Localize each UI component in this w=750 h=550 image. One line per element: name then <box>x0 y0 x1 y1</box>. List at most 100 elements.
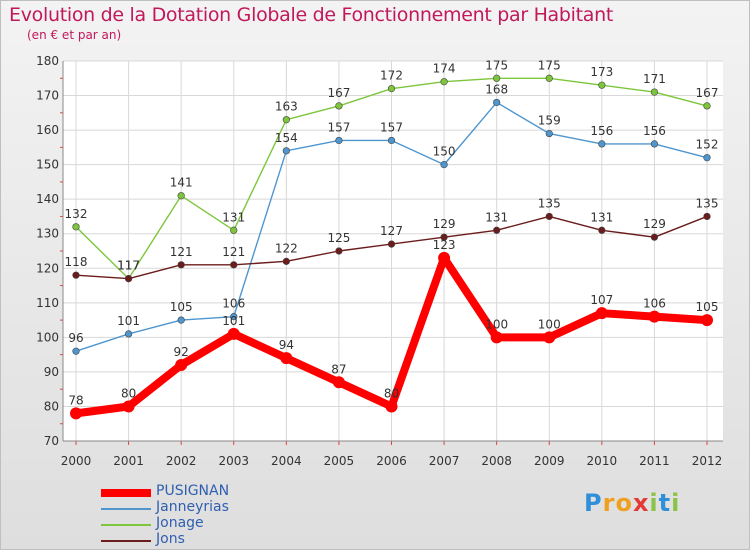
data-label: 167 <box>696 86 719 100</box>
data-point <box>598 81 606 89</box>
data-point <box>650 88 659 96</box>
data-label: 157 <box>380 120 403 134</box>
data-point <box>545 212 553 221</box>
data-label: 159 <box>538 114 561 128</box>
data-label: 105 <box>170 300 193 314</box>
y-tick-label: 180 <box>36 54 59 68</box>
y-tick-label: 160 <box>36 123 59 137</box>
data-label: 101 <box>117 314 140 328</box>
data-point <box>335 136 343 145</box>
data-label: 96 <box>68 331 83 345</box>
data-point <box>124 330 133 338</box>
data-label: 156 <box>590 124 613 138</box>
y-tick-label: 100 <box>36 330 59 344</box>
data-point <box>72 347 80 355</box>
chart-title: Evolution de la Dotation Globale de Fonc… <box>9 4 614 26</box>
data-label: 154 <box>275 131 298 145</box>
data-label: 106 <box>643 297 666 311</box>
legend-swatch <box>101 508 151 510</box>
data-label: 80 <box>384 386 399 400</box>
data-point <box>70 407 82 420</box>
data-label: 131 <box>222 210 245 224</box>
data-label: 92 <box>174 345 189 359</box>
data-label: 100 <box>538 317 561 331</box>
data-label: 125 <box>327 231 350 245</box>
data-point <box>332 376 345 389</box>
data-point <box>72 271 80 279</box>
x-tick-label: 2005 <box>324 454 355 468</box>
data-point <box>72 223 80 231</box>
data-label: 123 <box>433 238 456 252</box>
data-point <box>595 307 608 320</box>
y-tick-label: 90 <box>44 365 59 379</box>
data-label: 135 <box>696 196 719 210</box>
data-point <box>703 154 711 162</box>
data-label: 141 <box>170 176 193 190</box>
data-point <box>490 331 503 344</box>
data-point <box>387 85 396 93</box>
data-point <box>282 257 290 265</box>
data-point <box>175 359 188 371</box>
data-label: 87 <box>331 362 346 376</box>
data-label: 117 <box>117 259 140 273</box>
data-label: 105 <box>696 300 719 314</box>
legend-label: Jons <box>156 531 185 547</box>
data-label: 167 <box>327 86 350 100</box>
data-label: 107 <box>590 293 613 307</box>
data-label: 80 <box>121 386 136 400</box>
data-point <box>387 240 396 248</box>
y-tick-label: 80 <box>44 399 59 413</box>
data-point <box>493 74 501 82</box>
data-point <box>493 226 501 234</box>
data-label: 175 <box>485 58 508 72</box>
x-tick-label: 2002 <box>166 454 197 468</box>
data-point <box>177 316 185 324</box>
legend-label: Janneyrias <box>156 499 229 515</box>
data-label: 101 <box>222 314 245 328</box>
data-point <box>703 102 711 110</box>
data-point <box>493 98 501 107</box>
data-label: 100 <box>485 317 508 331</box>
y-tick-label: 130 <box>36 227 59 241</box>
data-point <box>543 331 556 344</box>
data-point <box>545 74 553 82</box>
data-label: 94 <box>279 338 294 352</box>
legend-swatch <box>101 524 151 526</box>
legend-swatch <box>101 489 151 497</box>
data-point <box>335 247 343 255</box>
data-label: 150 <box>433 145 456 159</box>
data-label: 121 <box>222 245 245 259</box>
data-point <box>545 129 553 138</box>
data-label: 127 <box>380 224 403 238</box>
data-label: 135 <box>538 196 561 210</box>
data-label: 131 <box>485 210 508 224</box>
x-tick-label: 2008 <box>481 454 512 468</box>
data-point <box>440 233 448 241</box>
data-point <box>650 233 659 241</box>
data-point <box>438 251 451 264</box>
data-label: 156 <box>643 124 666 138</box>
data-label: 152 <box>696 138 719 152</box>
x-tick-label: 2004 <box>271 454 302 468</box>
data-point <box>177 261 185 269</box>
y-tick-label: 170 <box>36 89 59 103</box>
x-tick-label: 2007 <box>429 454 460 468</box>
data-label: 168 <box>485 82 508 96</box>
data-point <box>385 400 398 413</box>
data-label: 78 <box>68 393 83 407</box>
y-tick-label: 70 <box>44 434 59 448</box>
x-tick-label: 2003 <box>218 454 249 468</box>
data-point <box>282 147 290 155</box>
x-tick-label: 2000 <box>61 454 92 468</box>
data-point <box>122 400 135 413</box>
data-label: 173 <box>590 65 613 79</box>
data-label: 118 <box>65 255 88 269</box>
data-point <box>648 310 661 323</box>
data-label: 163 <box>275 100 298 114</box>
data-point <box>387 136 396 145</box>
data-label: 132 <box>65 207 88 221</box>
y-tick-label: 120 <box>36 261 59 275</box>
data-point <box>650 140 659 148</box>
